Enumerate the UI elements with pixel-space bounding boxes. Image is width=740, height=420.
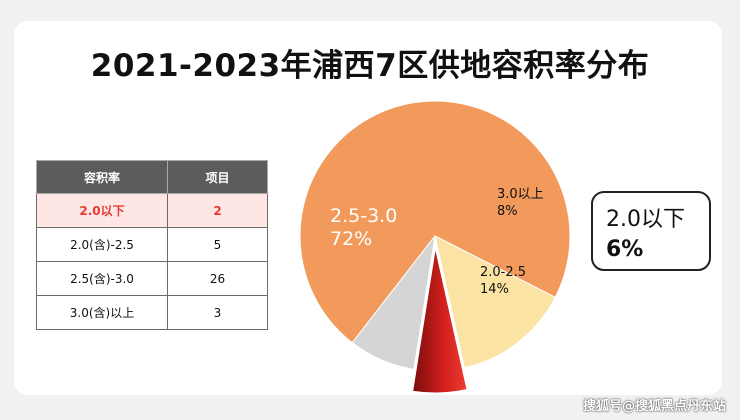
row-count: 2 [167, 193, 268, 228]
watermark: 搜狐号@搜狐黑点丹东站 [582, 399, 726, 414]
callout-label: 2.0以下 [606, 207, 685, 232]
table-row: 2.0以下 2 [36, 193, 268, 228]
slice-percent: 72% [330, 228, 372, 250]
table-row: 3.0(含)以上 3 [36, 295, 268, 330]
ratio-table: 容积率 项目 2.0以下 2 2.0(含)-2.5 5 2.5(含)-3.0 2… [36, 160, 268, 330]
row-ratio: 2.5(含)-3.0 [36, 261, 168, 296]
callout-box [591, 191, 711, 271]
row-count: 3 [167, 295, 268, 330]
callout-percent: 6% [606, 237, 643, 262]
table-row: 2.0(含)-2.5 5 [36, 227, 268, 262]
pie-slice-4 [434, 235, 556, 369]
pie-slice-1 [299, 100, 571, 344]
slice-label: 2.0-2.5 [480, 265, 526, 280]
slice-percent: 14% [480, 282, 509, 297]
row-ratio: 2.0(含)-2.5 [36, 227, 168, 262]
slice-percent: 8% [497, 204, 518, 219]
table-header-row: 容积率 项目 [36, 160, 268, 194]
header-count: 项目 [167, 160, 268, 194]
slice-label: 2.5-3.0 [330, 205, 397, 227]
header-ratio: 容积率 [36, 160, 168, 194]
chart-title: 2021-2023年浦西7区供地容积率分布 [90, 48, 650, 84]
row-ratio: 2.0以下 [36, 193, 168, 228]
pie-slice-2 [351, 235, 436, 370]
slice-label: 3.0以上 [497, 187, 544, 202]
pie-slice-3 [412, 247, 468, 394]
row-ratio: 3.0(含)以上 [36, 295, 168, 330]
row-count: 5 [167, 227, 268, 262]
